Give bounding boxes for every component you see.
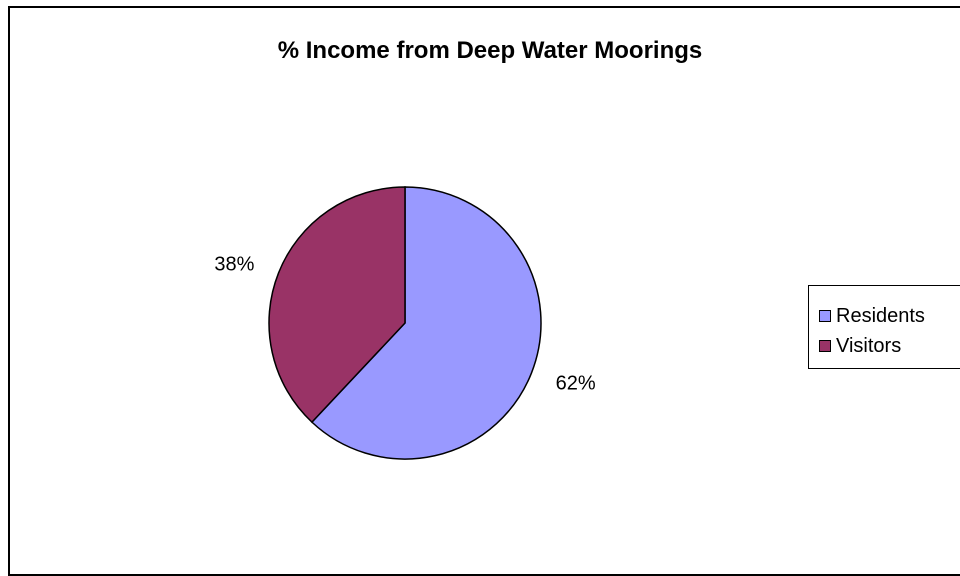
legend-label-visitors: Visitors [836,334,902,357]
pie-slice-visitors [268,186,406,424]
pie-chart: % Income from Deep Water Moorings 62% 38% [214,37,703,460]
legend-swatch-visitors [819,340,831,352]
chart-title: % Income from Deep Water Moorings [278,37,703,64]
legend-label-residents: Residents [836,304,925,327]
data-label-visitors: 38% [214,253,254,275]
legend-item-visitors: Visitors [819,334,901,358]
pie-slices [268,186,542,460]
pie-data-labels: 62% 38% [214,253,596,394]
data-label-residents: 62% [556,373,596,395]
pie-slice-residents [310,186,542,460]
legend: Residents Visitors [808,285,960,369]
legend-swatch-residents [819,310,831,322]
legend-item-residents: Residents [819,304,925,328]
